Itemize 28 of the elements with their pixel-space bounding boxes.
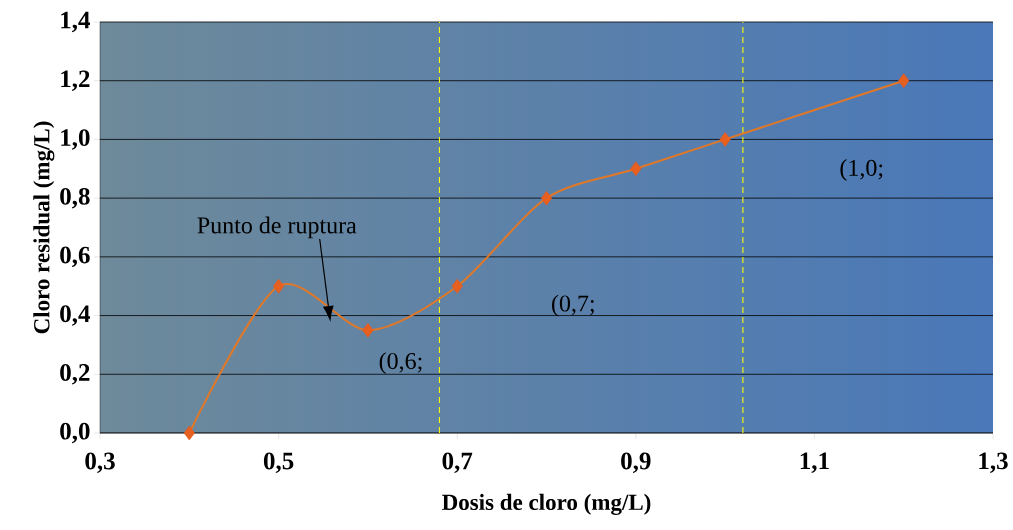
- point: [362, 322, 374, 338]
- annotation: (0,6;: [379, 352, 422, 374]
- point: [719, 132, 731, 147]
- y-tick-label: 1,4: [61, 11, 91, 33]
- y-tick-label: 0,8: [60, 187, 90, 209]
- point: [273, 278, 285, 294]
- y-tick-label: 0,0: [60, 422, 90, 444]
- annotation: (0,7;: [552, 294, 594, 317]
- y-tick-label: 0,4: [60, 305, 91, 326]
- y-tick-label: 1,0: [61, 129, 90, 150]
- x-tick-label: 1,3: [979, 452, 1008, 473]
- x-tick-label: 0,9: [621, 452, 651, 474]
- x-tick-label: 0,3: [85, 452, 115, 474]
- y-tick-label: 0,2: [60, 364, 90, 385]
- x-tick-label: 1,1: [800, 452, 829, 473]
- y-tick-label: 0,6: [60, 246, 90, 268]
- point: [898, 73, 910, 89]
- annotation: Punto de ruptura: [197, 216, 357, 239]
- annotation: (1,0;: [840, 159, 883, 181]
- y-axis-title: Cloro residual (mg/L): [33, 121, 55, 334]
- x-axis-title: Dosis de cloro (mg/L): [442, 493, 651, 515]
- y-tick-label: 1,2: [61, 70, 90, 91]
- point: [540, 190, 553, 206]
- point: [630, 161, 642, 177]
- point: [451, 278, 463, 294]
- x-tick-label: 0,7: [442, 452, 473, 474]
- x-tick-label: 0,5: [263, 452, 294, 474]
- point: [183, 425, 195, 441]
